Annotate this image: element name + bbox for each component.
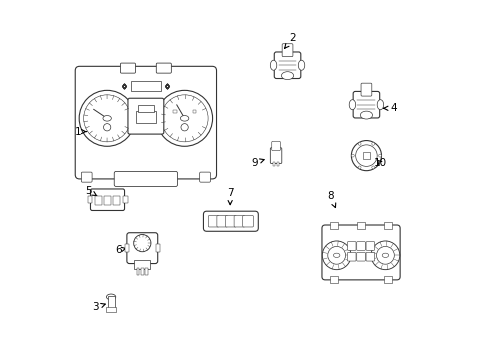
Text: 10: 10 <box>373 158 386 168</box>
FancyBboxPatch shape <box>346 242 355 250</box>
Circle shape <box>376 246 393 264</box>
Text: 1: 1 <box>74 127 86 136</box>
Bar <box>363 152 369 159</box>
FancyBboxPatch shape <box>282 44 292 57</box>
FancyBboxPatch shape <box>120 63 135 73</box>
FancyBboxPatch shape <box>128 98 163 134</box>
FancyBboxPatch shape <box>225 216 236 227</box>
Ellipse shape <box>333 253 339 257</box>
Bar <box>113 196 120 205</box>
Bar <box>356 222 365 229</box>
FancyBboxPatch shape <box>156 63 171 73</box>
Circle shape <box>371 142 374 145</box>
Text: 6: 6 <box>116 245 125 255</box>
FancyBboxPatch shape <box>217 216 227 227</box>
Bar <box>192 109 196 113</box>
Bar <box>134 260 150 269</box>
Circle shape <box>355 145 376 166</box>
Bar <box>104 196 110 205</box>
Text: 2: 2 <box>284 33 296 48</box>
FancyBboxPatch shape <box>126 233 158 264</box>
FancyBboxPatch shape <box>208 216 219 227</box>
Circle shape <box>161 95 208 142</box>
FancyBboxPatch shape <box>90 189 124 211</box>
Circle shape <box>357 166 360 169</box>
Circle shape <box>156 90 212 146</box>
Text: 5: 5 <box>85 186 97 196</box>
Bar <box>329 276 338 283</box>
Text: 7: 7 <box>226 188 233 205</box>
Bar <box>141 268 143 275</box>
Bar <box>383 222 391 229</box>
Ellipse shape <box>180 116 188 121</box>
Circle shape <box>327 246 345 264</box>
FancyBboxPatch shape <box>75 66 216 179</box>
Bar <box>131 81 161 91</box>
FancyBboxPatch shape <box>242 216 253 227</box>
Bar <box>106 307 116 312</box>
Bar <box>156 244 160 252</box>
FancyBboxPatch shape <box>234 216 244 227</box>
Circle shape <box>370 241 399 270</box>
FancyBboxPatch shape <box>360 83 371 96</box>
Bar <box>173 109 176 113</box>
Bar <box>95 196 102 205</box>
Bar <box>123 196 127 203</box>
Text: 3: 3 <box>92 302 105 312</box>
FancyBboxPatch shape <box>366 242 374 250</box>
Bar <box>383 276 391 283</box>
FancyBboxPatch shape <box>366 252 374 261</box>
FancyBboxPatch shape <box>114 171 177 186</box>
Bar <box>125 244 129 252</box>
FancyBboxPatch shape <box>81 172 92 182</box>
Circle shape <box>351 140 381 171</box>
Circle shape <box>378 154 381 157</box>
FancyBboxPatch shape <box>274 52 300 78</box>
Circle shape <box>181 123 188 131</box>
Text: 8: 8 <box>326 191 335 208</box>
Ellipse shape <box>360 111 372 119</box>
Bar <box>88 196 92 203</box>
FancyBboxPatch shape <box>356 242 365 250</box>
Text: 9: 9 <box>251 158 264 168</box>
Circle shape <box>83 95 130 142</box>
Bar <box>136 268 139 275</box>
FancyBboxPatch shape <box>346 252 355 261</box>
FancyBboxPatch shape <box>203 211 258 231</box>
Bar <box>136 111 155 123</box>
Bar <box>272 162 274 166</box>
Bar <box>329 222 338 229</box>
Ellipse shape <box>376 100 383 110</box>
Ellipse shape <box>103 116 111 121</box>
Bar <box>138 105 154 112</box>
Circle shape <box>79 90 135 146</box>
Bar <box>145 268 148 275</box>
Ellipse shape <box>382 253 388 257</box>
Circle shape <box>322 241 350 270</box>
Ellipse shape <box>281 72 293 80</box>
Bar <box>277 162 279 166</box>
Text: 4: 4 <box>383 103 396 113</box>
FancyBboxPatch shape <box>356 252 365 261</box>
Ellipse shape <box>348 100 355 110</box>
Ellipse shape <box>270 60 276 70</box>
Ellipse shape <box>106 294 116 300</box>
FancyBboxPatch shape <box>271 141 280 150</box>
FancyBboxPatch shape <box>199 172 210 182</box>
Circle shape <box>357 142 360 145</box>
Bar <box>107 296 115 308</box>
Ellipse shape <box>298 60 304 70</box>
Circle shape <box>103 123 111 131</box>
FancyBboxPatch shape <box>270 148 281 163</box>
FancyBboxPatch shape <box>321 225 399 280</box>
Circle shape <box>351 154 353 157</box>
Circle shape <box>371 166 374 169</box>
Circle shape <box>133 234 151 252</box>
FancyBboxPatch shape <box>352 91 379 118</box>
